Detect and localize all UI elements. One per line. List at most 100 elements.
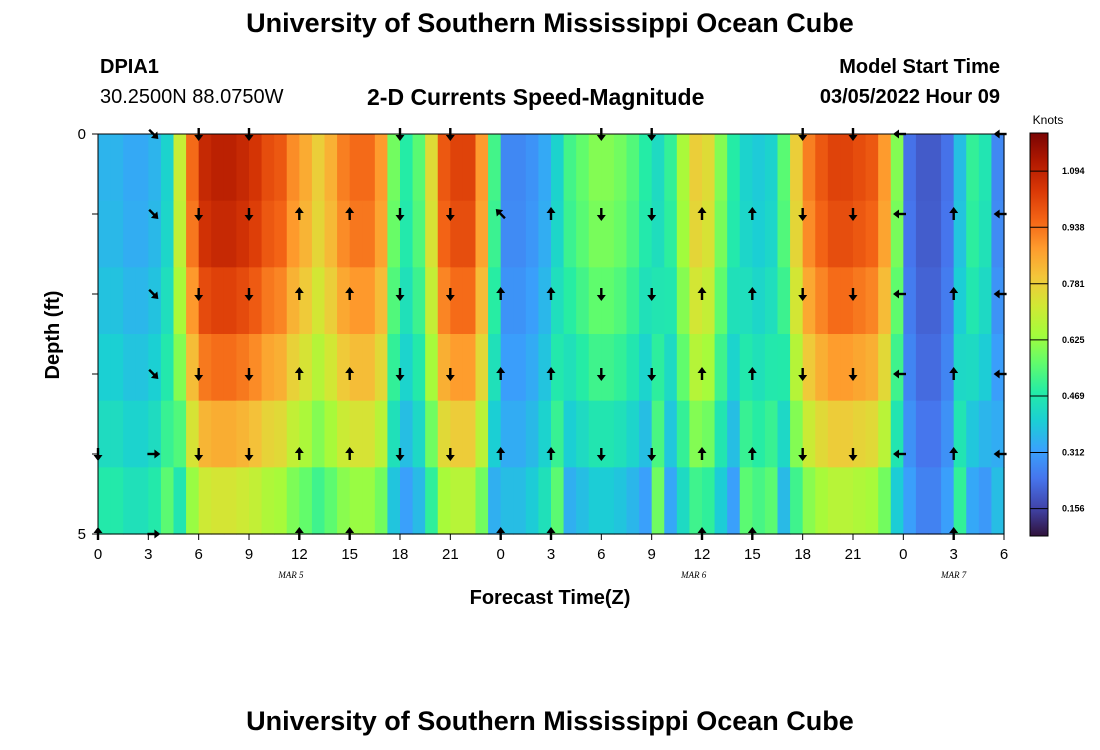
heatmap-cell <box>236 200 250 268</box>
heatmap-cell <box>286 334 300 402</box>
heatmap-cell <box>639 334 653 402</box>
heatmap-cell <box>953 200 967 268</box>
current-arrow <box>148 368 159 379</box>
heatmap-cell <box>123 267 137 335</box>
heatmap-cell <box>764 334 779 402</box>
heatmap-cell <box>123 200 137 268</box>
current-arrow <box>148 208 159 219</box>
colorbar-tick-label: 0.312 <box>1062 448 1085 458</box>
current-arrow <box>647 368 657 381</box>
heatmap-cell <box>412 334 426 402</box>
current-arrow-head <box>345 367 355 373</box>
current-arrow <box>798 368 808 381</box>
current-arrow <box>148 128 159 139</box>
heatmap-cell <box>639 400 653 468</box>
heatmap-cell <box>425 467 439 535</box>
current-arrow-head <box>697 207 707 213</box>
heatmap-cell <box>450 267 464 335</box>
heatmap-cell <box>261 267 275 335</box>
heatmap-cell <box>651 134 665 202</box>
heatmap-cell <box>513 134 527 202</box>
heatmap-cell <box>676 467 691 535</box>
heatmap-cell <box>802 467 816 535</box>
heatmap-cell <box>714 467 728 535</box>
heatmap-cell <box>299 267 313 335</box>
heatmap-cell <box>400 334 414 402</box>
heatmap-cell <box>249 267 263 335</box>
current-arrow <box>395 128 405 141</box>
current-arrow <box>697 367 707 380</box>
currents-heatmap-chart: 0 3 6 9 12 15 18 21 0 3 6 9 12 15 18 21 0 3 6 MAR 5 MAR 6 MAR… <box>42 113 1085 609</box>
current-arrow-head <box>294 367 304 373</box>
heatmap-cell <box>123 400 137 468</box>
heatmap-cell <box>613 467 628 535</box>
heatmap-cell <box>966 467 980 535</box>
heatmap-cell <box>563 400 577 468</box>
current-arrow-head <box>294 527 304 533</box>
heatmap-cell <box>903 134 917 202</box>
heatmap-cell <box>764 267 779 335</box>
heatmap-cell <box>966 400 980 468</box>
station-coordinates: 30.2500N 88.0750W <box>100 86 284 108</box>
heatmap-cell <box>198 267 212 335</box>
heatmap-cell <box>475 134 489 202</box>
heatmap-cell <box>953 267 967 335</box>
heatmap-cell <box>173 267 187 335</box>
x-tick-label: 15 <box>744 546 761 563</box>
current-arrow-head <box>194 215 204 221</box>
heatmap-cell <box>878 334 892 402</box>
heatmap-cell <box>840 134 854 202</box>
heatmap-cell <box>110 200 124 268</box>
heatmap-cell <box>223 467 238 535</box>
heatmap-cell <box>991 200 1005 268</box>
current-arrow <box>495 209 506 220</box>
heatmap-cell <box>311 134 326 202</box>
heatmap-cell <box>135 467 149 535</box>
current-arrow-head <box>194 295 204 301</box>
heatmap-cell <box>274 400 288 468</box>
heatmap-cell <box>702 134 716 202</box>
heatmap-cell <box>588 200 602 268</box>
current-arrow-head <box>244 135 254 141</box>
y-axis-title: Depth (ft) <box>42 291 64 380</box>
current-arrow <box>244 448 254 461</box>
heatmap-cell <box>450 134 464 202</box>
current-arrow <box>949 207 959 220</box>
current-arrow-head <box>993 209 1000 219</box>
heatmap-cell <box>425 334 439 402</box>
current-arrow <box>949 447 959 460</box>
heatmap-cell <box>928 267 942 335</box>
heatmap-cell <box>412 200 426 268</box>
current-arrow-head <box>294 287 304 293</box>
heatmap-cell <box>702 400 716 468</box>
current-arrow-head <box>244 215 254 221</box>
heatmap-cell <box>664 200 678 268</box>
current-arrow-head <box>496 447 506 453</box>
heatmap-cell <box>148 467 162 535</box>
current-arrow-head <box>345 287 355 293</box>
current-arrow-head <box>893 209 899 219</box>
heatmap-cell <box>865 134 879 202</box>
heatmap-cell <box>563 267 577 335</box>
colorbar-tick-label: 0.625 <box>1062 335 1085 345</box>
heatmap-cell <box>613 400 628 468</box>
heatmap-cell <box>601 134 615 202</box>
heatmap-cell <box>689 334 703 402</box>
heatmap-cell <box>827 200 842 268</box>
heatmap-cell <box>299 200 313 268</box>
heatmap-cell <box>261 400 275 468</box>
current-arrow-head <box>194 455 204 461</box>
current-arrow <box>798 208 808 221</box>
heatmap-cell <box>702 467 716 535</box>
heatmap-cell <box>500 134 514 202</box>
x-tick-label: 0 <box>899 546 907 563</box>
current-arrow <box>445 128 455 141</box>
current-arrow <box>395 288 405 301</box>
heatmap-cell <box>576 467 590 535</box>
heatmap-cell <box>903 334 917 402</box>
current-arrow-head <box>150 211 159 219</box>
current-arrow-head <box>798 375 808 381</box>
x-tick-label: 0 <box>496 546 504 563</box>
heatmap-cell <box>349 134 363 202</box>
current-arrow-head <box>546 527 556 533</box>
